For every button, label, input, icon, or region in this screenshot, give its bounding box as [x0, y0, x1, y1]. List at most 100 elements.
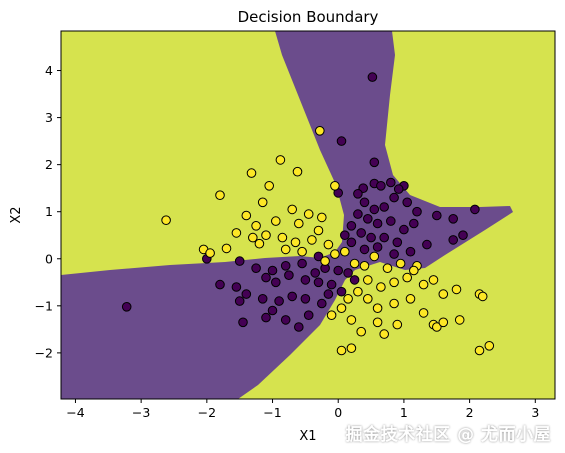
point-class-0: [346, 237, 357, 248]
y-tick-label: 4: [45, 63, 53, 78]
point-class-0: [323, 289, 334, 299]
point-class-0: [402, 197, 413, 208]
point-class-1: [251, 221, 261, 231]
x-tick-label: 1: [400, 405, 408, 420]
point-class-1: [336, 345, 347, 356]
point-class-1: [382, 263, 393, 274]
y-axis-label: X2: [9, 206, 24, 223]
point-class-1: [346, 343, 357, 354]
point-class-0: [234, 256, 245, 266]
point-class-0: [313, 251, 324, 262]
points-layer: [121, 72, 495, 356]
point-class-1: [221, 243, 232, 254]
point-class-0: [231, 282, 242, 292]
point-class-1: [438, 289, 449, 299]
point-class-0: [333, 265, 344, 276]
point-class-0: [386, 177, 396, 188]
y-tick-label: 1: [45, 204, 53, 219]
point-class-1: [231, 228, 242, 238]
point-class-0: [261, 272, 271, 283]
y-axis: −2 −1 0 1 2 3 4: [35, 63, 61, 360]
point-class-1: [257, 197, 268, 208]
point-class-0: [432, 210, 442, 221]
point-class-0: [369, 204, 380, 215]
point-class-1: [287, 204, 298, 215]
point-class-1: [451, 284, 462, 295]
point-class-1: [359, 261, 370, 271]
point-class-0: [412, 206, 422, 217]
point-class-0: [409, 218, 419, 229]
point-class-0: [372, 242, 383, 252]
point-class-0: [280, 315, 291, 325]
point-class-1: [432, 322, 442, 332]
x-axis-label: X1: [299, 429, 316, 444]
point-class-0: [336, 286, 347, 297]
point-class-0: [366, 232, 376, 243]
point-class-1: [290, 237, 301, 248]
point-class-0: [448, 214, 459, 224]
x-axis: −4 −3 −2 −1 0 1 2 3: [66, 399, 539, 420]
point-class-0: [405, 246, 416, 257]
y-tick-label: 2: [45, 157, 53, 172]
point-class-0: [458, 230, 468, 240]
point-class-0: [376, 181, 386, 191]
plot-area: [61, 31, 555, 399]
point-class-0: [241, 289, 252, 299]
point-class-1: [248, 232, 258, 243]
point-class-0: [326, 279, 337, 290]
point-class-0: [389, 249, 399, 259]
point-class-0: [369, 157, 380, 168]
point-class-1: [363, 275, 373, 285]
point-class-0: [310, 268, 321, 278]
point-class-1: [363, 294, 373, 304]
point-class-0: [284, 270, 294, 281]
point-class-0: [379, 202, 390, 212]
point-class-1: [280, 244, 291, 255]
point-class-0: [234, 296, 245, 306]
point-class-1: [379, 329, 390, 339]
point-class-1: [330, 249, 340, 259]
point-class-0: [470, 204, 480, 215]
point-class-1: [340, 246, 350, 257]
point-class-1: [438, 317, 449, 328]
point-class-1: [428, 275, 439, 285]
x-tick-label: 2: [466, 405, 474, 420]
point-class-0: [353, 189, 363, 199]
x-tick-label: 3: [531, 405, 539, 420]
point-class-1: [484, 341, 495, 351]
point-class-0: [303, 310, 314, 321]
point-class-0: [300, 294, 311, 304]
point-class-0: [356, 228, 367, 238]
point-class-0: [215, 279, 225, 290]
point-class-0: [274, 296, 284, 306]
point-class-1: [372, 303, 383, 314]
point-class-1: [349, 258, 360, 269]
point-class-0: [392, 237, 403, 248]
y-tick-label: −2: [35, 345, 53, 360]
point-class-1: [402, 272, 413, 283]
point-class-1: [275, 155, 286, 165]
point-class-0: [448, 235, 459, 245]
point-class-1: [409, 265, 419, 276]
point-class-1: [369, 251, 380, 262]
x-tick-label: −1: [263, 405, 281, 420]
point-class-0: [300, 275, 311, 285]
point-class-0: [251, 263, 261, 274]
point-class-0: [343, 268, 353, 278]
point-class-1: [261, 230, 271, 240]
point-class-1: [320, 256, 330, 266]
point-class-0: [379, 232, 390, 243]
point-class-0: [238, 317, 248, 328]
watermark: 掘金技术社区 @ 尤而小屋: [345, 425, 551, 445]
point-class-0: [267, 265, 278, 276]
point-class-1: [271, 216, 281, 226]
point-class-1: [326, 310, 337, 321]
point-class-1: [454, 315, 465, 325]
point-class-1: [343, 294, 353, 304]
point-class-0: [280, 261, 291, 271]
point-class-1: [241, 210, 252, 221]
point-class-0: [261, 312, 271, 323]
point-class-1: [307, 235, 317, 245]
point-class-0: [297, 258, 307, 269]
